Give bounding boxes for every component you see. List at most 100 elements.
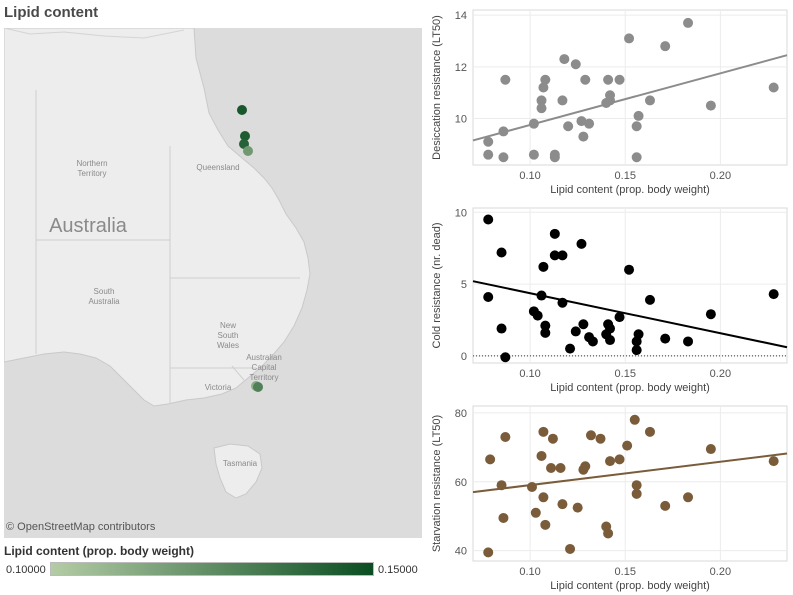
scatter-point[interactable]	[576, 116, 587, 127]
scatter-point[interactable]	[547, 433, 558, 444]
scatter-point[interactable]	[578, 131, 589, 142]
scatter-point[interactable]	[549, 149, 560, 160]
scatter-point[interactable]	[540, 74, 551, 85]
scatter-point[interactable]	[500, 74, 511, 85]
tasmania-label: Tasmania	[223, 459, 258, 468]
scatter-point[interactable]	[624, 33, 635, 44]
scatter-point[interactable]	[578, 319, 589, 330]
desiccation-scatter-plot[interactable]: 0.10 0.15 0.20 10 12 14 Lipid content (prop. b…	[425, 2, 793, 197]
scatter-point[interactable]	[559, 54, 570, 65]
scatter-point[interactable]	[536, 450, 547, 461]
scatter-point[interactable]	[557, 95, 568, 106]
scatter-point[interactable]	[660, 333, 671, 344]
scatter-point[interactable]	[570, 59, 581, 70]
scatter-point[interactable]	[555, 463, 566, 473]
scatter-point[interactable]	[483, 547, 494, 558]
scatter-point[interactable]	[768, 456, 779, 467]
scatter-point[interactable]	[496, 323, 507, 334]
scatter-point[interactable]	[644, 294, 655, 305]
plot-area	[472, 207, 788, 364]
scatter-point[interactable]	[585, 430, 596, 441]
scatter-point[interactable]	[483, 291, 494, 302]
scatter-point[interactable]	[496, 247, 507, 258]
scatter-point[interactable]	[683, 17, 694, 28]
scatter-point[interactable]	[483, 136, 494, 147]
scatter-point[interactable]	[538, 261, 549, 272]
scatter-point[interactable]	[536, 103, 547, 114]
scatter-point[interactable]	[631, 121, 642, 132]
scatter-point[interactable]	[644, 95, 655, 106]
starvation-scatter-plot[interactable]: 0.10 0.15 0.20 40 60 80 Lipid content (prop. b…	[425, 398, 793, 593]
scatter-point[interactable]	[705, 100, 716, 111]
scatter-point[interactable]	[603, 528, 614, 539]
scatter-point[interactable]	[557, 499, 568, 510]
trend-line	[472, 54, 788, 142]
scatter-point[interactable]	[557, 250, 568, 261]
scatter-point[interactable]	[536, 95, 547, 106]
scatter-point[interactable]	[570, 326, 581, 337]
map-site-point[interactable]	[253, 382, 263, 392]
scatter-point[interactable]	[580, 461, 591, 472]
scatter-point[interactable]	[483, 214, 494, 225]
scatter-point[interactable]	[546, 463, 557, 473]
scatter-point[interactable]	[705, 444, 716, 455]
scatter-point[interactable]	[549, 228, 560, 239]
scatter-point[interactable]	[580, 74, 591, 85]
scatter-point[interactable]	[605, 456, 616, 467]
scatter-point[interactable]	[614, 312, 625, 323]
scatter-point[interactable]	[631, 345, 642, 356]
scatter-point[interactable]	[644, 426, 655, 437]
scatter-point[interactable]	[605, 335, 616, 346]
scatter-point[interactable]	[500, 432, 511, 442]
scatter-point[interactable]	[540, 320, 551, 331]
scatter-point[interactable]	[633, 110, 644, 121]
scatter-point[interactable]	[624, 264, 635, 275]
scatter-point[interactable]	[631, 480, 642, 491]
scatter-point[interactable]	[595, 433, 606, 444]
scatter-point[interactable]	[768, 289, 779, 300]
scatter-point[interactable]	[576, 238, 587, 249]
scatter-point[interactable]	[705, 309, 716, 320]
scatter-point[interactable]	[584, 118, 595, 129]
cold-scatter-plot[interactable]: 0.10 0.15 0.20 0 5 10 Lipid content (prop. bod…	[425, 200, 793, 395]
scatter-point[interactable]	[498, 152, 509, 163]
x-tick-label: 0.10	[519, 566, 540, 578]
scatter-point[interactable]	[540, 327, 551, 338]
scatter-point[interactable]	[629, 414, 640, 425]
scatter-point[interactable]	[485, 454, 496, 465]
scatter-point[interactable]	[483, 149, 494, 160]
scatter-point[interactable]	[538, 82, 549, 93]
map-site-point[interactable]	[237, 105, 247, 115]
scatter-point[interactable]	[572, 502, 583, 513]
scatter-point[interactable]	[614, 74, 625, 85]
map-view[interactable]: Australia Northern TerritoryQueenslandSou…	[4, 28, 422, 538]
scatter-point[interactable]	[587, 336, 598, 347]
scatter-point[interactable]	[768, 82, 779, 93]
scatter-point[interactable]	[565, 343, 576, 354]
scatter-point[interactable]	[540, 519, 551, 530]
map-site-point[interactable]	[240, 131, 250, 141]
scatter-point[interactable]	[605, 323, 616, 334]
map-site-point[interactable]	[243, 146, 253, 156]
scatter-point[interactable]	[631, 488, 642, 499]
scatter-point[interactable]	[631, 152, 642, 163]
scatter-point[interactable]	[614, 454, 625, 465]
scatter-point[interactable]	[498, 512, 509, 523]
scatter-point[interactable]	[683, 336, 694, 347]
scatter-point[interactable]	[605, 90, 616, 101]
scatter-point[interactable]	[500, 352, 511, 363]
scatter-point[interactable]	[660, 41, 671, 52]
scatter-point[interactable]	[530, 507, 541, 518]
scatter-point[interactable]	[660, 500, 671, 511]
scatter-point[interactable]	[538, 426, 549, 437]
scatter-point[interactable]	[563, 121, 574, 132]
scatter-point[interactable]	[538, 492, 549, 503]
scatter-point[interactable]	[683, 492, 694, 503]
scatter-point[interactable]	[603, 74, 614, 85]
scatter-point[interactable]	[528, 149, 539, 160]
scatter-point[interactable]	[549, 250, 560, 261]
scatter-point[interactable]	[565, 543, 576, 554]
scatter-point[interactable]	[532, 310, 543, 321]
scatter-point[interactable]	[622, 440, 633, 451]
scatter-point[interactable]	[633, 329, 644, 340]
